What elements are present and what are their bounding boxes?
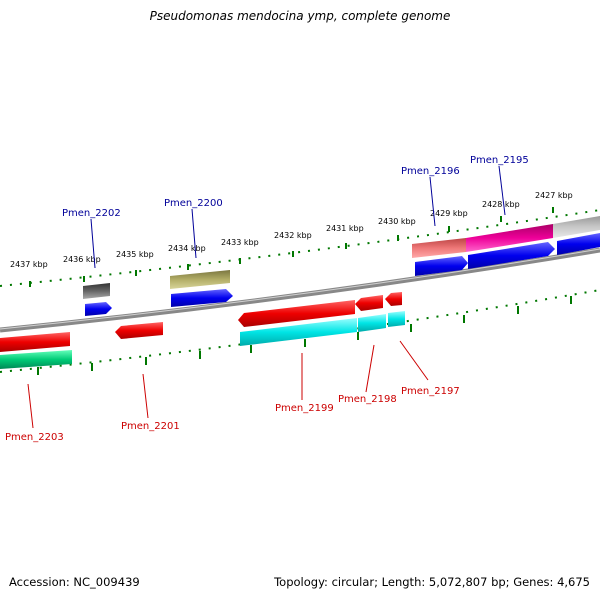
forward-tick-track	[0, 209, 600, 287]
gene-label-pmen-2203[interactable]: Pmen_2203	[5, 432, 64, 443]
gene-forward-edge-cds[interactable]	[557, 233, 600, 255]
bottom-label-leaders	[27, 340, 429, 429]
accession-label: Accession: NC_009439	[9, 575, 140, 589]
gene-pmen-2202-cds[interactable]	[85, 302, 112, 316]
genome-backbone-highlight	[0, 248, 600, 330]
gene-pmen-2195-pink[interactable]	[466, 224, 553, 252]
gene-label-pmen-2200[interactable]: Pmen_2200	[164, 198, 223, 209]
gene-silver[interactable]	[553, 216, 600, 238]
gene-pmen-2201-cds[interactable]	[115, 322, 163, 339]
gene-label-pmen-2199[interactable]: Pmen_2199	[275, 403, 334, 414]
tick-label: 2428 kbp	[482, 200, 520, 209]
forward-strand-features	[83, 216, 600, 316]
top-gene-labels: Pmen_2202 Pmen_2200 Pmen_2196 Pmen_2195	[62, 155, 529, 219]
tick-label: 2436 kbp	[63, 255, 101, 264]
gene-pmen-2198-cds[interactable]	[355, 295, 383, 311]
gene-label-pmen-2197[interactable]: Pmen_2197	[401, 386, 460, 397]
tick-label: 2432 kbp	[274, 231, 312, 240]
gene-pmen-2199-cds[interactable]	[238, 300, 355, 327]
gene-pmen-2199-rna[interactable]	[240, 318, 357, 346]
tick-label: 2433 kbp	[221, 238, 259, 247]
reverse-tick-track	[0, 289, 600, 373]
gene-pmen-2203-cds[interactable]	[0, 332, 70, 352]
major-ticks-reverse	[37, 296, 572, 375]
gene-label-pmen-2201[interactable]: Pmen_2201	[121, 421, 180, 432]
map-title: Pseudomonas mendocina ymp, complete geno…	[149, 9, 451, 23]
bottom-gene-labels: Pmen_2203 Pmen_2201 Pmen_2199 Pmen_2198 …	[5, 386, 460, 443]
gene-pmen-2203-rna[interactable]	[0, 350, 72, 369]
gene-pmen-2195-cds[interactable]	[468, 242, 555, 269]
gene-label-pmen-2198[interactable]: Pmen_2198	[338, 394, 397, 405]
gene-label-pmen-2196[interactable]: Pmen_2196	[401, 166, 460, 177]
tick-label: 2437 kbp	[10, 260, 48, 269]
gene-pmen-2197-cds[interactable]	[385, 292, 402, 306]
kbp-tick-labels: 2437 kbp 2436 kbp 2435 kbp 2434 kbp 2433…	[10, 191, 573, 269]
tick-label: 2434 kbp	[168, 244, 206, 253]
tick-label: 2429 kbp	[430, 209, 468, 218]
reverse-strand-features	[0, 292, 405, 369]
gene-pmen-2202-gray[interactable]	[83, 283, 110, 299]
gene-salmon[interactable]	[412, 238, 466, 258]
gene-pmen-2198-rna[interactable]	[358, 314, 386, 332]
genome-backbone	[0, 247, 600, 333]
tick-label: 2435 kbp	[116, 250, 154, 259]
gene-pmen-2197-rna[interactable]	[388, 311, 405, 327]
tick-label: 2430 kbp	[378, 217, 416, 226]
top-label-leaders	[90, 165, 506, 269]
gene-pmen-2200-cds[interactable]	[171, 289, 233, 307]
major-ticks-forward	[29, 207, 554, 287]
gene-pmen-2196-cds[interactable]	[415, 256, 468, 276]
gene-label-pmen-2202[interactable]: Pmen_2202	[62, 208, 121, 219]
gene-pmen-2200-khaki[interactable]	[170, 270, 230, 289]
topology-label: Topology: circular; Length: 5,072,807 bp…	[274, 575, 590, 589]
tick-label: 2431 kbp	[326, 224, 364, 233]
gene-label-pmen-2195[interactable]: Pmen_2195	[470, 155, 529, 166]
tick-label: 2427 kbp	[535, 191, 573, 200]
